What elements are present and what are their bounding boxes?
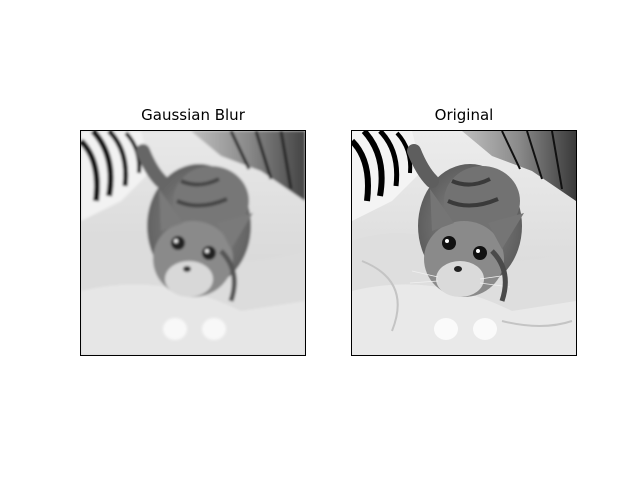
panel-title-gaussian-blur: Gaussian Blur — [141, 106, 245, 124]
cat-photo-original — [352, 131, 576, 355]
image-axes-gaussian-blur — [80, 130, 306, 356]
panel-title-original: Original — [434, 106, 494, 124]
cat-photo-blurred — [81, 131, 305, 355]
image-axes-original — [351, 130, 577, 356]
